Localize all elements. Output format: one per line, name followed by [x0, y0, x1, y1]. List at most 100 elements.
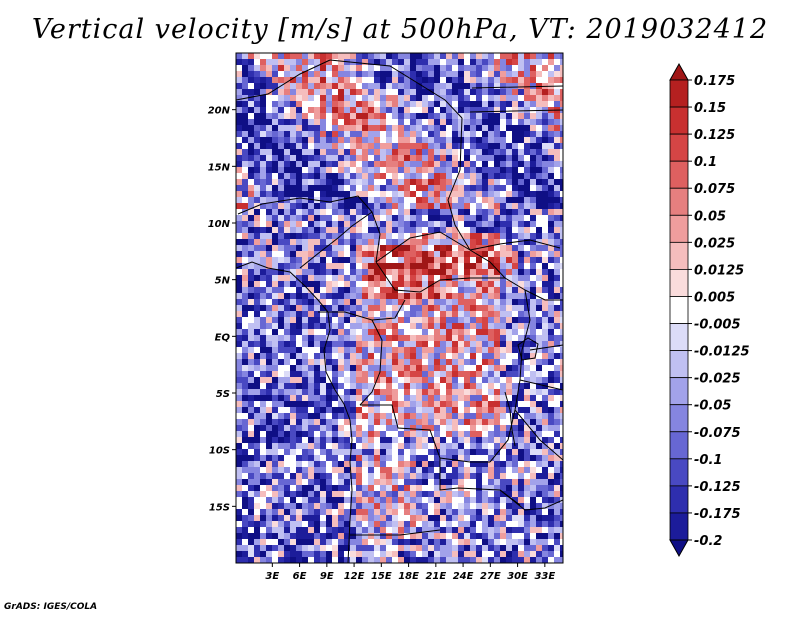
field-cell	[482, 317, 488, 323]
field-cell	[404, 503, 410, 509]
colorbar-segment	[669, 187, 689, 216]
field-cell	[374, 383, 380, 389]
field-cell	[284, 455, 290, 461]
field-cell	[512, 119, 518, 125]
field-cell	[314, 503, 320, 509]
field-cell	[356, 221, 362, 227]
field-cell	[272, 323, 278, 329]
field-cell	[476, 437, 482, 443]
field-cell	[458, 107, 464, 113]
field-cell	[266, 431, 272, 437]
field-cell	[338, 485, 344, 491]
field-cell	[362, 179, 368, 185]
field-cell	[326, 83, 332, 89]
field-cell	[386, 113, 392, 119]
field-cell	[416, 113, 422, 119]
field-cell	[488, 77, 494, 83]
field-cell	[314, 539, 320, 545]
field-cell	[398, 503, 404, 509]
field-cell	[554, 233, 560, 239]
field-cell	[428, 107, 434, 113]
field-cell	[308, 425, 314, 431]
field-cell	[248, 347, 254, 353]
field-cell	[410, 491, 416, 497]
field-cell	[470, 53, 476, 59]
field-cell	[356, 119, 362, 125]
field-cell	[374, 491, 380, 497]
field-cell	[386, 275, 392, 281]
field-cell	[386, 305, 392, 311]
field-cell	[242, 83, 248, 89]
field-cell	[512, 449, 518, 455]
field-cell	[344, 263, 350, 269]
field-cell	[356, 347, 362, 353]
field-cell	[452, 341, 458, 347]
field-cell	[380, 185, 386, 191]
field-cell	[482, 389, 488, 395]
field-cell	[482, 179, 488, 185]
field-cell	[554, 89, 560, 95]
field-cell	[278, 545, 284, 551]
field-cell	[506, 53, 512, 59]
field-cell	[542, 419, 548, 425]
field-cell	[488, 323, 494, 329]
field-cell	[440, 533, 446, 539]
field-cell	[248, 431, 254, 437]
field-cell	[236, 377, 242, 383]
field-cell	[440, 173, 446, 179]
field-cell	[482, 545, 488, 551]
border-mali-niger	[236, 59, 331, 101]
field-cell	[554, 347, 560, 353]
field-cell	[506, 239, 512, 245]
colorbar-segment	[669, 241, 689, 270]
field-cell	[422, 155, 428, 161]
field-cell	[314, 281, 320, 287]
field-cell	[242, 101, 248, 107]
field-cell	[344, 125, 350, 131]
field-cell	[290, 155, 296, 161]
field-cell	[368, 125, 374, 131]
field-cell	[500, 71, 506, 77]
field-cell	[302, 185, 308, 191]
field-cell	[554, 485, 560, 491]
field-cell	[464, 125, 470, 131]
field-cell	[500, 281, 506, 287]
field-cell	[344, 89, 350, 95]
field-cell	[350, 425, 356, 431]
field-cell	[332, 377, 338, 383]
field-cell	[536, 77, 542, 83]
field-cell	[548, 287, 554, 293]
field-cell	[386, 545, 392, 551]
field-cell	[332, 401, 338, 407]
x-tick-label: 21E	[425, 571, 446, 582]
field-cell	[488, 101, 494, 107]
field-cell	[560, 413, 563, 419]
field-cell	[314, 233, 320, 239]
field-cell	[374, 221, 380, 227]
field-cell	[554, 479, 560, 485]
field-cell	[248, 167, 254, 173]
field-cell	[242, 431, 248, 437]
field-cell	[356, 437, 362, 443]
field-cell	[332, 431, 338, 437]
field-cell	[464, 197, 470, 203]
field-cell	[506, 353, 512, 359]
field-cell	[416, 395, 422, 401]
field-cell	[374, 203, 380, 209]
field-cell	[350, 323, 356, 329]
field-cell	[242, 281, 248, 287]
field-cell	[242, 191, 248, 197]
field-cell	[428, 137, 434, 143]
field-cell	[308, 221, 314, 227]
field-cell	[512, 113, 518, 119]
field-cell	[536, 395, 542, 401]
field-cell	[488, 281, 494, 287]
field-cell	[506, 491, 512, 497]
field-cell	[350, 419, 356, 425]
field-cell	[326, 77, 332, 83]
field-cell	[554, 257, 560, 263]
field-cell	[440, 383, 446, 389]
field-cell	[266, 131, 272, 137]
field-cell	[428, 401, 434, 407]
field-cell	[374, 263, 380, 269]
